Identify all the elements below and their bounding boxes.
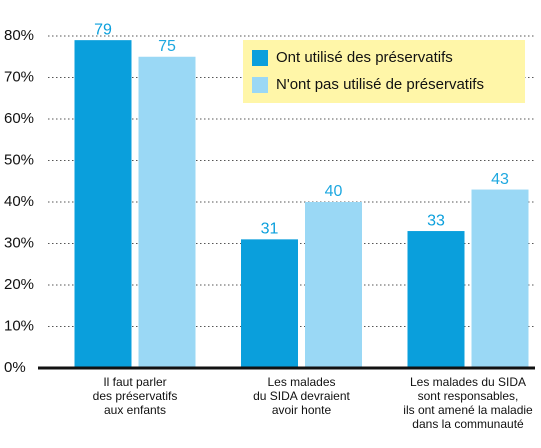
x-tick-label: sont responsables,: [418, 389, 519, 403]
legend-swatch: [252, 50, 268, 66]
legend-swatch: [252, 77, 268, 93]
x-tick-label: Il faut parler: [103, 375, 166, 389]
x-tick-label: avoir honte: [272, 403, 332, 417]
y-tick-label: 80%: [4, 27, 34, 44]
value-label: 31: [261, 221, 279, 238]
value-label: 43: [491, 171, 509, 188]
y-tick-label: 40%: [4, 193, 34, 210]
y-tick-label: 60%: [4, 110, 34, 127]
x-tick-label: dans la communauté: [412, 417, 524, 431]
y-tick-label: 10%: [4, 317, 34, 334]
value-label: 75: [158, 38, 176, 55]
value-label: 40: [325, 183, 343, 200]
y-tick-label: 30%: [4, 234, 34, 251]
bar: [74, 40, 132, 369]
bar: [471, 189, 529, 368]
x-tick-label: du SIDA devraient: [253, 389, 350, 403]
y-tick-label: 50%: [4, 151, 34, 168]
legend-label: Ont utilisé des préservatifs: [276, 49, 453, 66]
y-tick-label: 0%: [4, 359, 26, 376]
bar: [305, 202, 362, 368]
x-tick-label: Les malades: [267, 375, 335, 389]
y-tick-label: 20%: [4, 276, 34, 293]
legend-box: [243, 40, 525, 103]
value-label: 79: [94, 21, 112, 38]
value-label: 33: [427, 212, 445, 229]
x-tick-label: des préservatifs: [93, 389, 178, 403]
x-tick-label: ils ont amené la maladie: [403, 403, 533, 417]
legend-label: N'ont pas utilisé de préservatifs: [276, 76, 484, 93]
bar: [241, 239, 298, 368]
x-tick-label: aux enfants: [104, 403, 166, 417]
bar: [407, 231, 465, 368]
y-tick-label: 70%: [4, 68, 34, 85]
bar: [138, 56, 196, 368]
x-tick-label: Les malades du SIDA: [410, 375, 526, 389]
